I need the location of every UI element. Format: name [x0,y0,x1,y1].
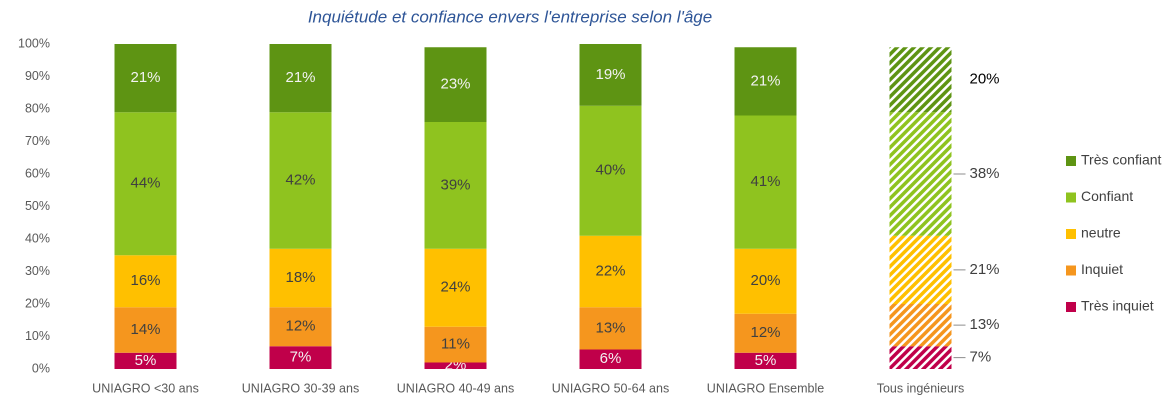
bar-segment [889,304,952,347]
data-label: 22% [595,262,625,279]
data-label: 41% [750,173,780,190]
legend-swatch [1066,229,1076,239]
bar-segment [889,235,952,304]
data-label: 40% [595,162,625,179]
bar-segment [424,122,487,249]
data-label: 7% [970,349,992,366]
y-tick-label: 40% [25,231,50,245]
x-tick-label: Tous ingénieurs [877,381,965,395]
y-tick-label: 70% [25,134,50,148]
data-label: 13% [595,319,625,336]
bar-segment [114,112,177,256]
bar-segment [269,346,332,369]
bar-segment [579,307,642,350]
data-label: 18% [285,269,315,286]
bar-segment [114,255,177,308]
data-label: 12% [750,324,780,341]
chart-title: Inquiétude et confiance envers l'entrepr… [308,7,712,26]
bar-segment [424,326,487,363]
legend-swatch [1066,302,1076,312]
data-label: 5% [135,352,157,369]
bar-segment [734,47,797,116]
data-label: 38% [970,165,1000,182]
bar-segment [269,44,332,113]
bar-segment [114,352,177,369]
data-label: 14% [130,321,160,338]
data-label: 5% [755,352,777,369]
data-label: 20% [970,71,1000,88]
bar-segment [114,307,177,353]
data-label: 42% [285,171,315,188]
bar-segment [424,47,487,122]
legend-label: neutre [1081,225,1121,241]
data-label: 20% [750,272,780,289]
legend-swatch [1066,265,1076,276]
bar-segment [424,248,487,327]
x-tick-label: UNIAGRO Ensemble [707,381,824,395]
x-tick-label: UNIAGRO 50-64 ans [552,381,669,395]
bar-segment [579,44,642,106]
y-tick-label: 80% [25,101,50,115]
legend-label: Très confiant [1081,152,1162,168]
y-tick-label: 30% [25,264,50,278]
bar-segment [889,47,952,113]
y-tick-label: 10% [25,329,50,343]
x-tick-label: UNIAGRO 30-39 ans [242,381,359,395]
y-tick-label: 90% [25,69,50,83]
data-label: 7% [290,349,312,366]
bar-segment [114,44,177,113]
bar-segment [579,349,642,369]
data-label: 24% [440,279,470,296]
bar-segment [269,112,332,249]
x-tick-label: UNIAGRO <30 ans [92,381,199,395]
bar-segment [734,248,797,314]
legend-swatch [1066,156,1076,166]
bar-segment [424,362,487,369]
data-label: 21% [130,69,160,86]
data-label: 11% [441,336,470,353]
data-label: 16% [130,272,160,289]
bar-segment [579,105,642,236]
y-tick-label: 60% [25,166,50,180]
bar-segment [734,313,797,353]
legend-label: Inquiet [1081,261,1123,277]
y-tick-label: 100% [18,36,50,50]
legend-label: Très inquiet [1081,298,1154,314]
bar-segment [734,352,797,369]
bar-segment [269,307,332,347]
legend-label: Confiant [1081,188,1133,204]
bar-segment [734,115,797,249]
data-label: 21% [285,69,315,86]
data-label: 13% [970,316,1000,333]
bar-segment [579,235,642,308]
bar-segment [889,346,952,369]
data-label: 44% [130,175,160,192]
data-label: 23% [440,76,470,93]
data-label: 6% [600,350,622,367]
data-label: 39% [440,176,470,193]
data-label: 21% [750,72,780,89]
x-tick-label: UNIAGRO 40-49 ans [397,381,514,395]
legend-swatch [1066,192,1076,203]
bar-segment [889,112,952,236]
y-tick-label: 50% [25,199,50,213]
bar-segment [269,248,332,308]
y-tick-label: 0% [32,361,50,375]
data-label: 12% [285,318,315,335]
data-label: 19% [595,66,625,83]
y-tick-label: 20% [25,296,50,310]
data-label: 21% [970,261,1000,278]
